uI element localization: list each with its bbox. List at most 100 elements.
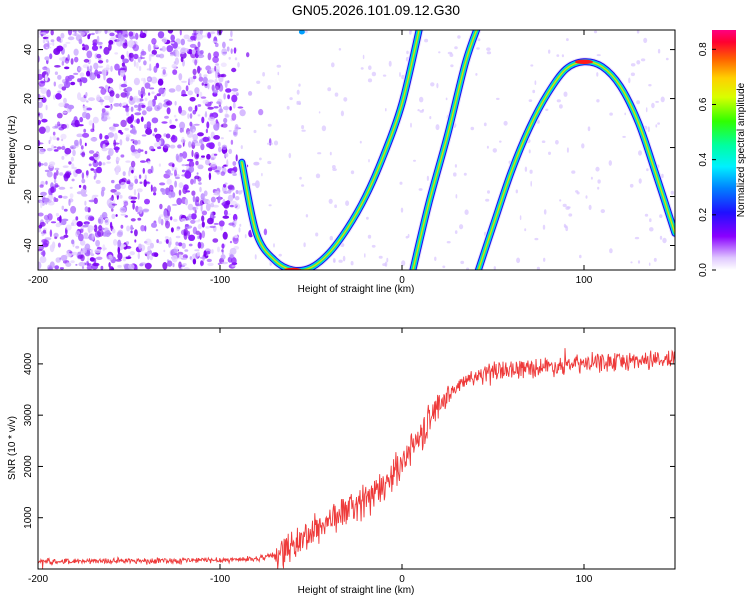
noise-speck [74, 30, 78, 33]
noise-speck [149, 255, 153, 261]
noise-speck [185, 190, 191, 193]
noise-speck [183, 184, 189, 191]
noise-speck [130, 106, 134, 112]
noise-speck [181, 169, 186, 173]
noise-speck [207, 82, 210, 90]
snr-ytick-label: 2000 [23, 455, 34, 478]
noise-speck [59, 267, 64, 270]
noise-speck [170, 216, 173, 221]
noise-speck [68, 199, 71, 206]
noise-speck [197, 132, 204, 137]
noise-speck [232, 192, 236, 199]
noise-speck [190, 213, 197, 220]
noise-speck [38, 126, 46, 134]
noise-speck [267, 123, 272, 127]
noise-speck [119, 194, 123, 199]
noise-speck [590, 176, 593, 180]
noise-speck [67, 36, 75, 41]
noise-speck [124, 256, 132, 260]
noise-speck [115, 259, 122, 262]
noise-speck [213, 153, 218, 156]
noise-speck [630, 261, 633, 264]
noise-speck [426, 175, 429, 181]
noise-speck [189, 166, 195, 173]
noise-speck [70, 156, 74, 162]
noise-speck [561, 54, 565, 58]
noise-speck [118, 32, 122, 39]
trace-2 [412, 30, 478, 270]
noise-speck [362, 54, 365, 60]
noise-speck [208, 69, 213, 74]
noise-speck [100, 87, 107, 95]
noise-speck [151, 222, 157, 228]
noise-speck [119, 139, 123, 146]
noise-speck [253, 161, 260, 166]
noise-speck [565, 226, 569, 232]
spectrogram-xtick-label: 100 [576, 275, 593, 286]
noise-speck [90, 168, 95, 171]
noise-speck [158, 87, 165, 95]
noise-speck [457, 35, 461, 39]
noise-speck [220, 254, 226, 260]
noise-speck [102, 143, 106, 151]
noise-speck [174, 169, 177, 177]
noise-speck [101, 211, 108, 219]
noise-speck [75, 245, 80, 249]
noise-speck [169, 241, 172, 246]
noise-speck [224, 152, 229, 158]
noise-speck [168, 162, 175, 167]
noise-speck [85, 170, 89, 176]
noise-speck [142, 167, 145, 174]
noise-speck [104, 30, 108, 35]
noise-speck [59, 57, 64, 61]
noise-speck [81, 178, 86, 184]
noise-speck [200, 143, 205, 151]
noise-speck [317, 152, 322, 155]
noise-speck [40, 87, 48, 94]
trace-1 [241, 30, 420, 270]
noise-speck [163, 143, 171, 149]
noise-speck [217, 74, 225, 78]
colorbar-tick-label: 0.2 [698, 207, 709, 221]
noise-speck [630, 72, 636, 77]
noise-speck [210, 196, 216, 203]
noise-speck [144, 225, 147, 232]
noise-speck [126, 180, 131, 185]
noise-speck [175, 84, 182, 92]
noise-speck [486, 47, 491, 51]
noise-speck [190, 219, 196, 224]
noise-speck [470, 126, 475, 131]
noise-speck [117, 246, 121, 254]
noise-speck [229, 106, 232, 111]
noise-speck [101, 108, 106, 113]
noise-speck [82, 132, 90, 138]
noise-speck [227, 80, 230, 84]
noise-speck [263, 228, 268, 236]
noise-speck [199, 157, 205, 160]
noise-speck [98, 86, 105, 89]
noise-speck [662, 237, 667, 244]
noise-speck [453, 172, 457, 177]
noise-speck [56, 146, 62, 150]
noise-speck [70, 205, 77, 214]
noise-speck [75, 168, 82, 174]
noise-speck [45, 38, 49, 42]
noise-speck [154, 105, 161, 112]
noise-speck [202, 136, 210, 142]
noise-speck [609, 112, 613, 116]
noise-speck [91, 233, 95, 241]
noise-speck [194, 142, 202, 146]
noise-speck [61, 218, 69, 222]
noise-speck [223, 93, 226, 100]
noise-speck [116, 157, 121, 162]
noise-speck [150, 184, 153, 192]
noise-speck [289, 97, 293, 101]
noise-speck [162, 69, 166, 75]
noise-speck [303, 242, 306, 248]
noise-speck [146, 121, 152, 128]
noise-speck [120, 224, 124, 229]
noise-speck [106, 155, 111, 161]
noise-speck [140, 77, 145, 82]
noise-speck [218, 194, 221, 203]
noise-speck [214, 65, 217, 72]
